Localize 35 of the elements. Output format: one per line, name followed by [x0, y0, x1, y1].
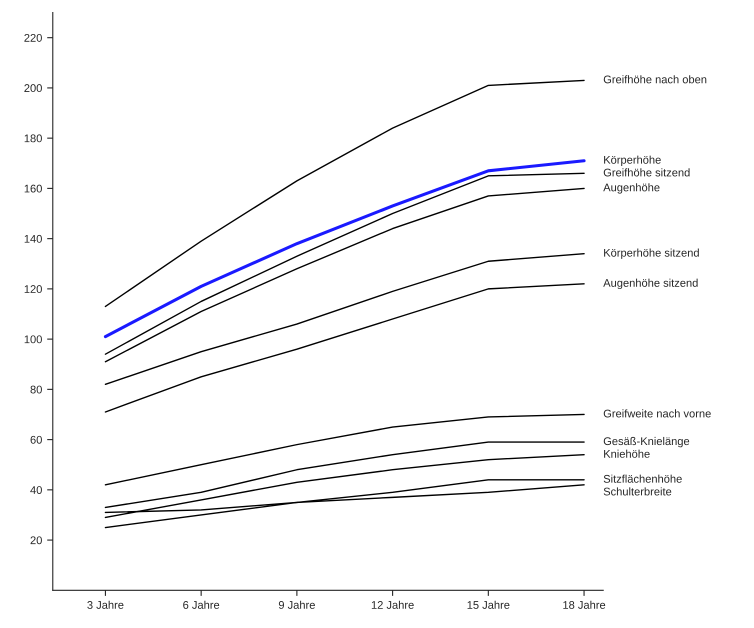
y-tick-label: 120 [24, 285, 42, 294]
x-tick-label: 12 Jahre [372, 600, 414, 609]
line-series [104, 414, 585, 486]
y-tick-label: 220 [24, 34, 42, 42]
x-tick-label: 15 Jahre [468, 600, 510, 609]
y-tick-label: 200 [24, 84, 42, 92]
y-tick-label: 140 [24, 234, 42, 243]
y-tick-label: 80 [30, 386, 42, 394]
series-label: Kniehöhe [604, 450, 650, 458]
series-label: Greifhöhe nach oben [604, 75, 706, 84]
y-tick-label: 40 [30, 486, 42, 494]
line-series [104, 80, 585, 308]
y-tick-label: 160 [24, 184, 42, 193]
series-label: Körperhöhe [604, 156, 661, 166]
x-tick-label: 9 Jahre [278, 600, 315, 609]
series-label: Gesäß-Knielänge [604, 436, 690, 448]
series-label: Augenhöhe sitzend [603, 278, 698, 290]
series-label: Greifweite nach vorne [604, 409, 711, 418]
line-series [104, 253, 585, 386]
x-tick-label: 3 Jahre [87, 600, 124, 609]
line-series [104, 454, 585, 518]
line-series [104, 159, 586, 338]
line-series [104, 441, 585, 508]
series-label: Greifhöhe sitzend [604, 168, 690, 176]
x-tick-label: 18 Jahre [563, 600, 606, 609]
y-tick-label: 20 [30, 536, 42, 544]
series-label: Schulterbreite [604, 487, 672, 496]
y-tick-label: 180 [24, 134, 42, 142]
y-tick-label: 100 [24, 335, 42, 344]
line-series [104, 283, 585, 413]
series-label: Körperhöhe sitzend [604, 248, 699, 259]
series-label: Augenhöhe [603, 183, 660, 194]
series-label: Sitzflächenhöhe [604, 474, 682, 483]
y-tick-label: 60 [30, 436, 42, 444]
x-tick-label: 6 Jahre [183, 600, 220, 609]
